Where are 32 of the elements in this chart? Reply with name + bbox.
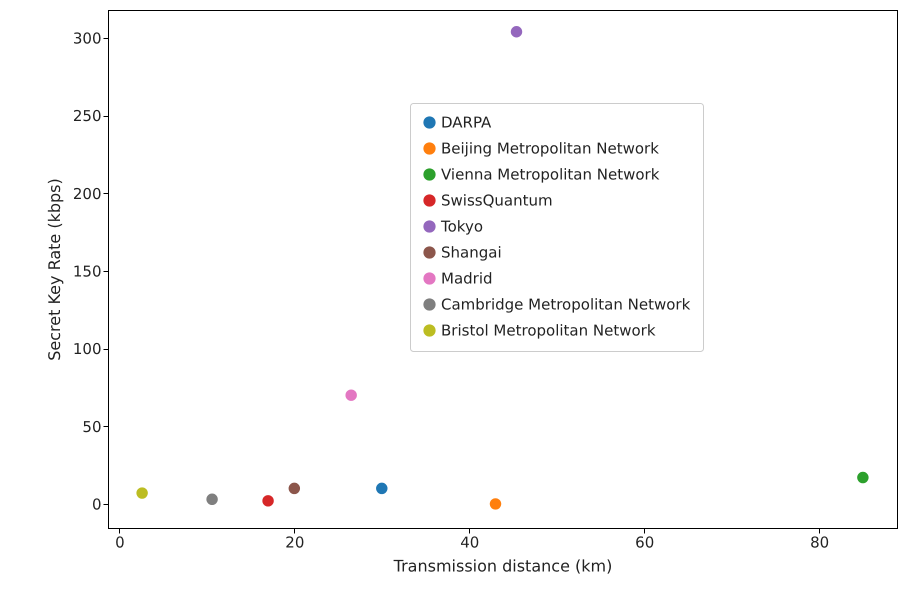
y-tick-label: 250	[72, 107, 102, 126]
x-tick-label: 0	[115, 534, 125, 552]
legend-label: SwissQuantum	[441, 192, 553, 210]
point	[375, 482, 388, 495]
point	[136, 486, 149, 500]
x-tick-label: 40	[460, 534, 480, 552]
x-tick-label: 60	[635, 534, 654, 552]
x-tick-label: 20	[285, 534, 304, 552]
point	[206, 492, 219, 506]
legend-label: Cambridge Metropolitan Network	[441, 296, 691, 314]
legend-label: Vienna Metropolitan Network	[441, 166, 660, 184]
y-tick-label: 100	[72, 340, 102, 358]
legend-label: DARPA	[441, 114, 492, 132]
x-tick-label: 80	[810, 534, 830, 552]
y-tick-label: 300	[72, 29, 102, 48]
y-tick-label: 50	[82, 418, 102, 436]
legend-label: Beijing Metropolitan Network	[441, 140, 660, 158]
y-tick-label: 0	[92, 495, 102, 514]
point	[262, 494, 275, 508]
legend-label: Tokyo	[440, 218, 483, 236]
x-axis-title: Transmission distance (km)	[392, 556, 612, 576]
point	[288, 482, 301, 495]
point	[856, 471, 870, 484]
legend-label: Bristol Metropolitan Network	[441, 322, 656, 340]
y-tick-label: 200	[72, 184, 102, 203]
point	[344, 388, 358, 402]
legend-label: Shangai	[441, 244, 502, 262]
legend-label: Madrid	[441, 270, 493, 288]
point	[510, 25, 524, 38]
y-axis-title: Secret Key Rate (kbps)	[44, 178, 64, 361]
point	[488, 497, 502, 510]
y-tick-label: 150	[72, 262, 102, 280]
